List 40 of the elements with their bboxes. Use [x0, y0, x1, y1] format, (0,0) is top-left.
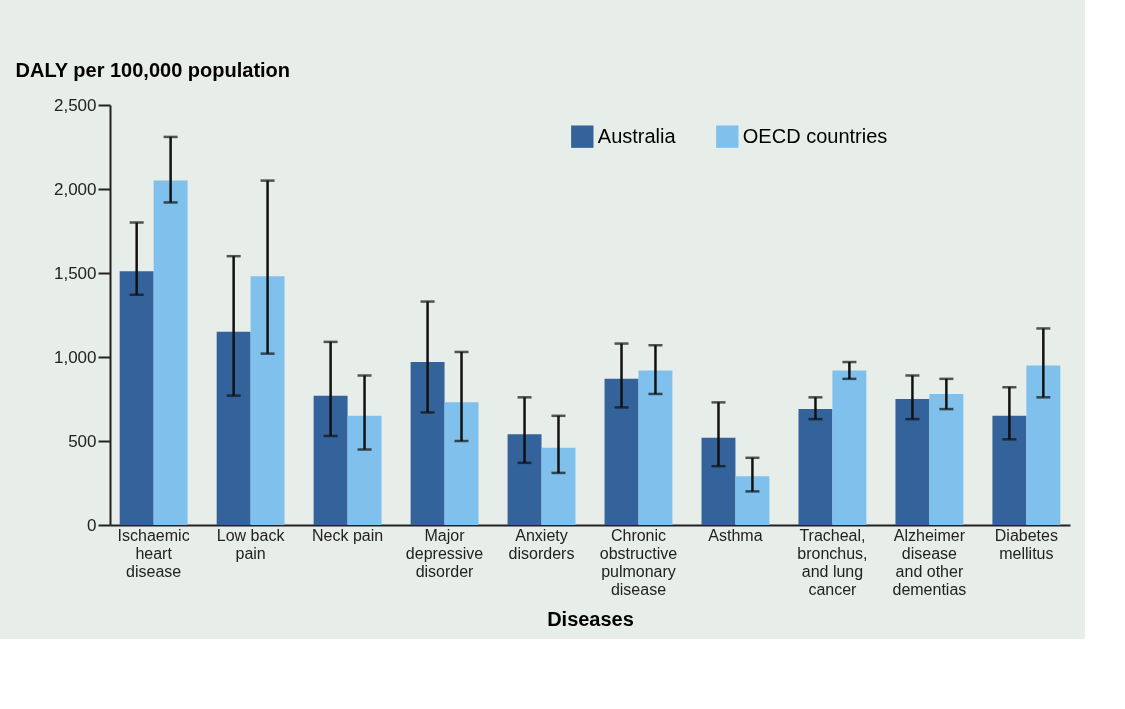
- x-tick-label: Alzheimer disease and other dementias: [892, 526, 967, 598]
- bar: [604, 378, 639, 525]
- bar: [929, 393, 964, 525]
- bar: [153, 180, 188, 525]
- legend-label: OECD countries: [742, 124, 888, 147]
- bar: [992, 415, 1027, 525]
- y-tick-label: 2,000: [53, 179, 97, 199]
- y-tick-label: 500: [68, 431, 97, 451]
- y-tick-label: 1,000: [53, 347, 97, 367]
- bar: [832, 370, 867, 525]
- bar: [701, 437, 736, 525]
- bar: [1026, 365, 1061, 525]
- x-tick-label: Ischaemic heart disease: [117, 526, 190, 580]
- legend-label: Australia: [597, 124, 677, 147]
- y-axis-title: DALY per 100,000 population: [15, 58, 291, 81]
- bar: [444, 402, 479, 525]
- y-tick-label: 0: [87, 515, 97, 535]
- x-tick-label: Chronic obstructive pulmonary disease: [599, 526, 678, 598]
- x-tick-label: Major depressive disorder: [405, 526, 484, 580]
- bar: [216, 331, 251, 525]
- x-tick-label: Neck pain: [312, 526, 384, 544]
- y-tick-label: 1,500: [53, 263, 97, 283]
- bar: [410, 362, 445, 525]
- bar: [895, 399, 930, 525]
- x-tick-label: Asthma: [708, 526, 763, 544]
- x-tick-label: Diabetes mellitus: [994, 526, 1058, 562]
- bar: [119, 271, 154, 525]
- bar: [735, 476, 770, 525]
- x-tick-label: Low back pain: [216, 526, 286, 562]
- x-tick-label: Anxiety disorders: [508, 526, 575, 562]
- bar: [638, 370, 673, 525]
- bar: [541, 447, 576, 525]
- bar: [798, 409, 833, 525]
- bar: [250, 276, 285, 525]
- bar: [313, 395, 348, 525]
- bar: [347, 415, 382, 525]
- x-tick-label: Tracheal, bronchus, and lung cancer: [797, 526, 868, 598]
- bar: [507, 434, 542, 525]
- y-tick-label: 2,500: [53, 95, 97, 115]
- x-axis-title: Diseases: [547, 607, 634, 630]
